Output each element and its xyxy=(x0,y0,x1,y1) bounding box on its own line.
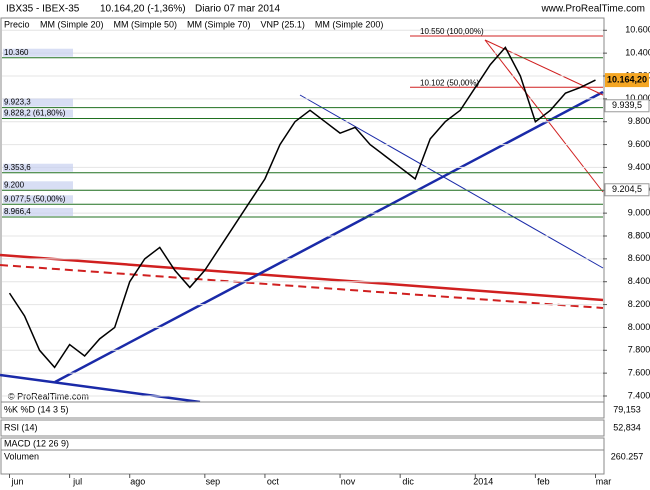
x-tick-label: oct xyxy=(267,476,280,486)
level-label-bg xyxy=(3,181,73,190)
y-tick-label: 8.000 xyxy=(628,322,650,332)
x-tick-label: sep xyxy=(206,476,221,486)
y-tick-label: 7.400 xyxy=(628,390,650,400)
panel-value: 79,153 xyxy=(613,404,641,414)
level-label-bg xyxy=(3,207,73,216)
x-tick-label: jul xyxy=(72,476,82,486)
y-tick-label: 9.400 xyxy=(628,162,650,172)
level-label-bg xyxy=(3,48,73,57)
price-tag-label: 9.204,5 xyxy=(612,184,642,194)
y-tick-label: 7.800 xyxy=(628,345,650,355)
period: Diario 07 mar 2014 xyxy=(195,4,280,15)
x-tick-label: 2014 xyxy=(473,476,493,486)
x-tick-label: dic xyxy=(402,476,414,486)
y-tick-label: 10.600 xyxy=(625,25,650,35)
trend-line xyxy=(299,94,604,269)
watermark: www.ProRealTime.com xyxy=(540,4,645,15)
y-tick-label: 8.600 xyxy=(628,253,650,263)
trend-line xyxy=(0,373,201,404)
legend-label: VNP (25.1) xyxy=(261,19,305,29)
panel-label: %K %D (14 3 5) xyxy=(4,404,69,414)
y-tick-label: 10.000 xyxy=(625,93,650,103)
y-tick-label: 7.600 xyxy=(628,368,650,378)
panel xyxy=(0,401,605,419)
y-tick-label: 8.400 xyxy=(628,276,650,286)
y-tick-label: 9.000 xyxy=(628,208,650,218)
last-price-tag xyxy=(605,73,649,88)
y-tick-label: 8.800 xyxy=(628,230,650,240)
subtitle: 10.164,20 (-1,36%) xyxy=(100,4,186,15)
y-tick-label: 10.400 xyxy=(625,48,650,58)
panel xyxy=(0,449,605,475)
panel-label: Volumen xyxy=(4,451,39,461)
indicator-panels xyxy=(0,401,605,475)
level-label-bg xyxy=(3,195,73,204)
fib-label: 10.550 (100,00%) xyxy=(420,27,484,36)
level-label: 10.360 xyxy=(4,48,29,57)
x-tick-label: feb xyxy=(537,476,550,486)
legend-label: MM (Simple 70) xyxy=(187,19,251,29)
level-label: 9.077,5 (50,00%) xyxy=(4,194,66,203)
panel-label: MACD (12 26 9) xyxy=(4,438,69,448)
panel xyxy=(0,419,605,437)
price-tag xyxy=(604,183,650,197)
level-label: 9.353,6 xyxy=(4,163,31,172)
trend-line xyxy=(0,253,604,302)
y-tick-label: 8.200 xyxy=(628,299,650,309)
x-tick-label: nov xyxy=(341,476,356,486)
last-price-label: 10.164,20 xyxy=(607,74,647,84)
fib-label: 10.102 (50,00%) xyxy=(420,78,479,87)
level-label: 8.966,4 xyxy=(4,207,31,216)
level-label-bg xyxy=(3,163,73,172)
level-label-bg xyxy=(3,98,73,107)
panel-label: RSI (14) xyxy=(4,422,38,432)
price-tag xyxy=(604,99,650,113)
legend-label: Precio xyxy=(4,19,30,29)
chart-title: IBX35 - IBEX-35 xyxy=(6,4,80,15)
level-label: 9.923,3 xyxy=(4,98,31,107)
price-tag-label: 9.939,5 xyxy=(612,100,642,110)
x-tick-label: mar xyxy=(596,476,612,486)
panel xyxy=(0,437,605,451)
level-label-bg xyxy=(3,109,73,118)
level-label: 9.828,2 (61,80%) xyxy=(4,109,66,118)
panel-value: 52,834 xyxy=(613,422,641,432)
x-tick-label: jun xyxy=(11,476,24,486)
panel-value: 260.257 xyxy=(611,451,644,461)
y-tick-label: 9.600 xyxy=(628,139,650,149)
trend-line xyxy=(0,264,604,309)
price-line xyxy=(8,46,596,369)
legend-label: MM (Simple 200) xyxy=(315,19,384,29)
y-tick-label: 9.800 xyxy=(628,116,650,126)
x-tick-label: ago xyxy=(130,476,145,486)
trend-line xyxy=(54,90,604,384)
legend-label: MM (Simple 50) xyxy=(114,19,178,29)
level-label: 9.200 xyxy=(4,180,25,189)
legend-label: MM (Simple 20) xyxy=(40,19,104,29)
